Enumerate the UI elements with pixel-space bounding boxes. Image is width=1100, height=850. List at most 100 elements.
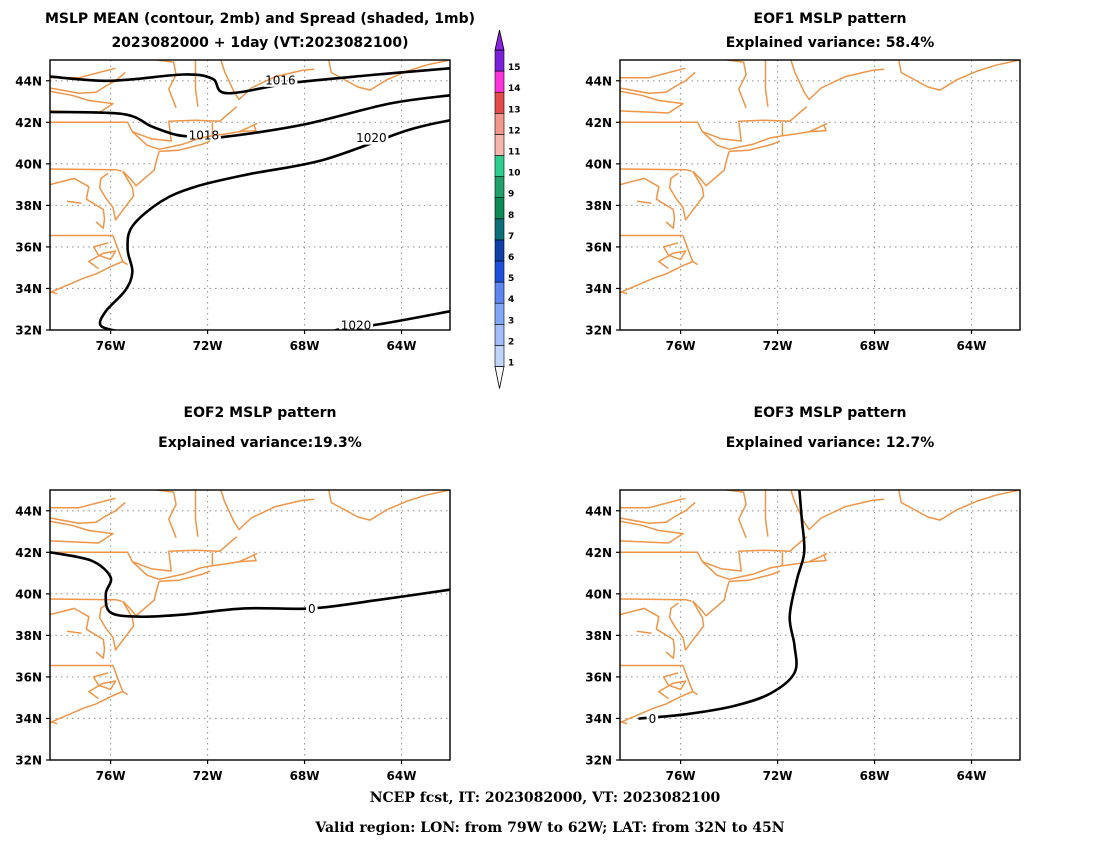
y-tick-label: 38N [585, 199, 612, 213]
y-tick-label: 44N [15, 74, 42, 88]
y-tick-label: 34N [15, 282, 42, 296]
colorbar-tick-label: 8 [508, 211, 514, 221]
x-tick-label: 76W [96, 769, 126, 783]
coastline [658, 672, 687, 700]
contour-label: 1020 [356, 131, 387, 145]
x-tick-label: 64W [387, 339, 417, 353]
colorbar-tick-label: 3 [508, 316, 514, 326]
y-tick-label: 44N [585, 74, 612, 88]
coastline [764, 490, 769, 537]
y-tick-label: 32N [15, 324, 42, 338]
x-tick-label: 72W [763, 339, 793, 353]
coastline [701, 122, 828, 151]
coastline [50, 290, 58, 295]
panel-eof1: 76W 72W 68W 64W 44N 42N 40N 38N 36N 34N 32N [585, 59, 1021, 353]
coastline [668, 170, 705, 221]
colorbar-tick-label: 14 [508, 84, 521, 94]
x-tick-label: 64W [957, 339, 987, 353]
colorbar-tick-label: 4 [508, 295, 514, 305]
coastline [328, 60, 450, 91]
contour-label: 1018 [189, 128, 220, 142]
coastline [50, 607, 106, 659]
coastline [620, 71, 696, 94]
coastline [809, 124, 827, 133]
coastline [50, 501, 126, 524]
colorbar-bottom-arrow [494, 366, 505, 389]
coastline [620, 106, 808, 142]
map-frame [49, 489, 451, 761]
contour-label: 1016 [265, 73, 296, 87]
contour-label: 0 [649, 712, 657, 726]
panel-eof3: 0 76W 72W 68W 64W 44N 42N 40N 38N 36N 34N 32N [585, 489, 1021, 783]
x-tick-label: 76W [666, 769, 696, 783]
coastline [194, 60, 199, 107]
panel1-title: MSLP MEAN (contour, 2mb) and Spread (sha… [45, 11, 475, 27]
panel2-subtitle: Explained variance: 58.4% [726, 35, 935, 51]
y-tick-label: 38N [585, 629, 612, 643]
contour-line [334, 310, 450, 330]
colorbar-segment [494, 176, 505, 199]
coastline [194, 490, 199, 537]
y-tick-label: 36N [585, 670, 612, 684]
y-tick-label: 36N [585, 240, 612, 254]
y-tick-label: 32N [585, 754, 612, 768]
contour-label: 0 [308, 602, 316, 616]
panel3-subtitle: Explained variance:19.3% [158, 435, 362, 451]
coastline [88, 242, 117, 270]
contour-line [98, 118, 450, 330]
x-tick-label: 68W [860, 339, 890, 353]
footer-forecast-info: NCEP fcst, IT: 2023082000, VT: 202308210… [370, 790, 721, 806]
coastline-layer [50, 60, 450, 295]
coastline [88, 672, 117, 700]
y-tick-label: 40N [15, 157, 42, 171]
panel4-subtitle: Explained variance: 12.7% [726, 435, 935, 451]
contour-layer [638, 490, 806, 720]
coastline [50, 536, 238, 572]
x-tick-label: 72W [193, 769, 223, 783]
contour-label: 1020 [341, 319, 372, 333]
y-tick-label: 42N [585, 116, 612, 130]
coastline [159, 140, 211, 153]
y-tick-label: 40N [585, 157, 612, 171]
y-tick-label: 40N [585, 587, 612, 601]
footer-valid-region: Valid region: LON: from 79W to 62W; LAT:… [314, 820, 784, 836]
colorbar-segment [494, 281, 505, 304]
coastline-layer [620, 60, 1020, 295]
coastline [156, 60, 177, 109]
x-tick-label: 72W [193, 339, 223, 353]
coastline [692, 690, 699, 696]
y-tick-label: 44N [15, 504, 42, 518]
coastline [50, 598, 122, 602]
coastline [692, 151, 730, 187]
map-frame [49, 59, 451, 331]
colorbar-segment [494, 323, 505, 346]
coastline [620, 607, 676, 659]
coastline [122, 581, 160, 617]
coastline [898, 60, 1020, 91]
coastline [620, 235, 694, 294]
x-tick-label: 64W [387, 769, 417, 783]
coastline [726, 60, 747, 109]
coastline [620, 520, 684, 544]
coastline [159, 570, 211, 583]
coastline [156, 490, 177, 539]
coastline [790, 490, 885, 531]
coastline [764, 60, 769, 107]
x-tick-label: 76W [666, 339, 696, 353]
y-tick-label: 42N [15, 116, 42, 130]
colorbar-tick-label: 1 [508, 359, 514, 369]
colorbar-tick-label: 12 [508, 126, 521, 136]
x-tick-label: 68W [290, 339, 320, 353]
contour-line [638, 490, 806, 720]
y-tick-label: 34N [585, 712, 612, 726]
coastline-layer [50, 490, 450, 725]
colorbar-segment [494, 134, 505, 156]
contour-line [50, 94, 450, 140]
panel1-subtitle: 2023082000 + 1day (VT:2023082100) [111, 35, 408, 51]
coastline [50, 497, 116, 509]
colorbar-tick-label: 6 [508, 253, 514, 263]
coastline [620, 90, 684, 114]
panel-eof2: 0 76W 72W 68W 64W 44N 42N 40N 38N 36N 34N 32N [15, 489, 451, 783]
y-tick-label: 42N [15, 546, 42, 560]
